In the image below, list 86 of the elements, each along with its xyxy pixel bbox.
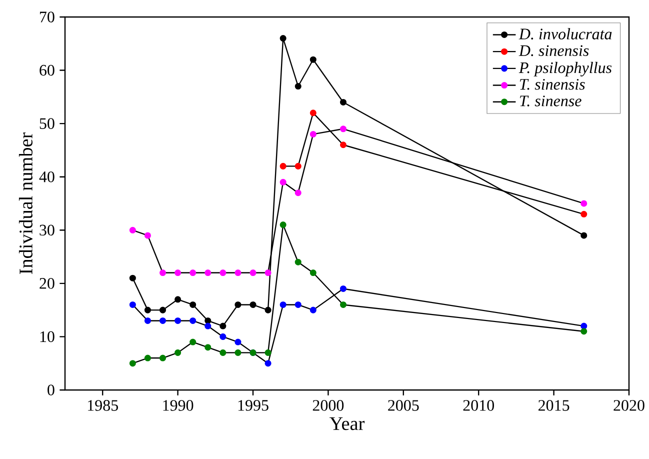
point <box>234 301 242 308</box>
legend-label: D. involucrata <box>518 28 612 40</box>
point <box>280 178 286 186</box>
point <box>190 269 196 276</box>
point <box>340 301 347 308</box>
point <box>294 190 302 196</box>
point <box>174 269 182 276</box>
point <box>144 354 151 362</box>
point <box>129 226 136 234</box>
point <box>129 360 136 367</box>
point <box>144 317 151 324</box>
point <box>220 269 226 276</box>
point <box>294 258 302 266</box>
y-tick-label: 60 <box>40 64 54 76</box>
point <box>294 82 302 90</box>
point <box>340 285 347 292</box>
y-tick-label: 40 <box>39 171 54 182</box>
point <box>144 232 151 239</box>
point <box>264 269 272 276</box>
point <box>250 269 256 276</box>
point <box>580 200 588 207</box>
point <box>190 317 196 324</box>
point <box>160 269 166 276</box>
point <box>340 126 347 132</box>
y-tick-label: 30 <box>40 224 54 236</box>
point <box>280 222 286 228</box>
point <box>264 360 272 367</box>
point <box>340 142 347 148</box>
point <box>129 301 136 308</box>
point <box>310 110 316 116</box>
point <box>580 232 588 239</box>
y-tick-label: 20 <box>40 278 54 289</box>
point <box>190 301 196 308</box>
point <box>250 301 256 308</box>
point <box>174 349 182 356</box>
point <box>280 162 286 170</box>
point <box>160 354 166 362</box>
point <box>580 322 588 330</box>
point <box>234 338 242 346</box>
x-tick-label: 2020 <box>614 400 644 411</box>
point <box>264 306 272 314</box>
point <box>310 56 316 63</box>
point <box>580 328 588 335</box>
y-tick-label: 50 <box>40 118 54 129</box>
y-axis-title: Individual number <box>18 132 32 274</box>
point <box>310 306 316 314</box>
x-tick-label: 1990 <box>163 400 194 411</box>
x-tick-label: 2000 <box>312 400 344 411</box>
point <box>160 317 166 324</box>
x-tick-label: 2010 <box>463 400 494 411</box>
point <box>234 269 242 276</box>
point <box>220 333 226 340</box>
point <box>580 210 588 218</box>
x-tick-label: 1985 <box>88 400 118 411</box>
point <box>280 301 286 308</box>
point <box>174 317 182 324</box>
point <box>129 274 136 282</box>
point <box>144 306 151 314</box>
point <box>204 322 212 330</box>
point <box>220 349 226 356</box>
point <box>294 301 302 308</box>
point <box>174 296 182 303</box>
point <box>264 349 272 356</box>
point <box>280 35 286 42</box>
legend-label: D. sinensis <box>518 45 589 56</box>
legend-label: T. sinensis <box>520 78 585 90</box>
x-tick-label: 2005 <box>388 400 419 411</box>
y-tick-label: 10 <box>40 331 54 342</box>
point <box>310 269 316 276</box>
point <box>310 130 316 138</box>
legend-label: P. psilophyllus <box>518 62 612 76</box>
x-tick-label: 2015 <box>538 400 570 411</box>
x-tick-label: 1995 <box>238 400 268 411</box>
point <box>204 344 212 351</box>
point <box>190 338 196 346</box>
x-axis-title: Year <box>330 417 365 430</box>
point <box>220 322 226 330</box>
point <box>204 269 212 276</box>
legend-label: T. sinense <box>520 96 582 106</box>
y-tick-label: 0 <box>48 384 54 396</box>
point <box>340 98 347 106</box>
point <box>204 317 212 324</box>
point <box>234 349 242 356</box>
point <box>294 162 302 170</box>
y-tick-label: 70 <box>40 12 54 22</box>
point <box>160 306 166 314</box>
